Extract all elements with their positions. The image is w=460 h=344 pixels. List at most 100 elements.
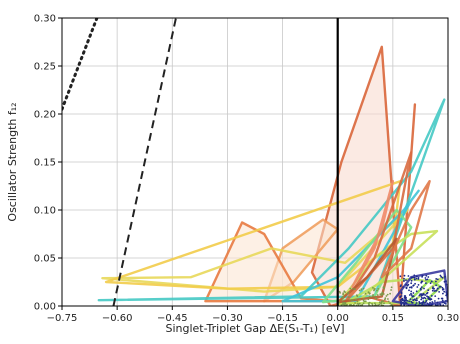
scatter-point-1-101 (380, 300, 383, 303)
scatter-point-0-50 (405, 283, 408, 286)
scatter-point-1-89 (372, 286, 374, 289)
scatter-point-0-203 (399, 296, 402, 299)
scatter-point-1-1 (385, 295, 388, 297)
reference-line-dotted (62, 18, 99, 111)
scatter-point-0-239 (433, 288, 435, 290)
scatter-point-0-58 (425, 282, 427, 285)
scatter-point-0-224 (410, 276, 413, 279)
scatter-point-1-93 (368, 301, 371, 304)
scatter-point-1-87 (342, 293, 344, 296)
scatter-point-1-44 (376, 289, 378, 292)
scatter-point-1-4 (364, 292, 367, 295)
scatter-point-0-26 (405, 302, 408, 305)
scatter-point-0-16 (407, 275, 410, 277)
scatter-point-0-210 (445, 283, 448, 286)
y-tick-label-5: 0.25 (34, 62, 56, 73)
scatter-point-0-234 (410, 292, 412, 295)
scatter-point-1-54 (380, 302, 382, 305)
scatter-point-0-235 (428, 304, 431, 306)
scatter-point-1-72 (358, 302, 361, 305)
scatter-point-0-172 (400, 300, 402, 303)
scatter-point-0-78 (420, 298, 423, 301)
scatter-point-0-150 (441, 299, 444, 302)
scatter-point-0-72 (433, 290, 436, 292)
scatter-point-1-119 (342, 302, 344, 304)
scatter-point-0-159 (426, 302, 429, 305)
scatter-point-1-65 (348, 296, 350, 298)
scatter-point-0-21 (403, 277, 405, 280)
scatter-point-1-90 (374, 288, 376, 290)
scatter-point-1-104 (375, 298, 378, 300)
scatter-point-1-21 (374, 296, 377, 299)
scatter-point-0-202 (418, 301, 421, 303)
scatter-point-0-208 (419, 287, 422, 290)
scatter-point-0-171 (426, 278, 429, 281)
y-tick-label-3: 0.15 (34, 158, 56, 169)
scatter-point-0-82 (430, 295, 433, 297)
x-tick-label-7: 0.30 (437, 313, 459, 324)
scatter-point-0-87 (436, 278, 439, 281)
scatter-point-0-29 (431, 289, 434, 292)
scatter-point-1-68 (367, 298, 370, 301)
scatter-point-0-204 (434, 300, 436, 302)
scatter-point-1-106 (387, 300, 390, 303)
scatter-point-0-195 (421, 280, 424, 283)
scatter-point-1-45 (356, 295, 359, 298)
scatter-point-0-175 (413, 276, 416, 279)
y-tick-label-4: 0.20 (34, 110, 56, 121)
scatter-point-0-95 (441, 286, 444, 289)
scatter-point-0-214 (440, 297, 443, 300)
scatter-point-0-136 (412, 292, 415, 294)
scatter-point-1-63 (344, 291, 346, 293)
scatter-point-0-152 (401, 299, 404, 302)
scatter-point-0-147 (435, 278, 438, 280)
scatter-point-1-48 (358, 289, 361, 292)
scatter-point-0-128 (437, 297, 440, 300)
scatter-point-1-46 (368, 292, 371, 295)
scatter-point-0-51 (442, 301, 444, 304)
scatter-point-0-192 (421, 301, 424, 304)
scatter-point-0-146 (417, 278, 420, 280)
y-axis-label: Oscillator Strength f₁₂ (6, 102, 19, 221)
scatter-point-0-115 (402, 286, 404, 288)
scatter-point-0-139 (415, 299, 418, 302)
scatter-point-0-184 (403, 303, 405, 306)
scatter-point-1-13 (354, 302, 356, 304)
scatter-point-0-91 (445, 293, 448, 295)
scatter-point-0-42 (409, 298, 412, 300)
scatter-point-0-151 (411, 301, 413, 304)
scatter-point-0-54 (430, 280, 433, 283)
scatter-point-1-107 (382, 300, 384, 303)
x-tick-label-2: −0.45 (157, 313, 188, 324)
scatter-point-0-109 (415, 297, 418, 300)
scatter-point-0-22 (410, 279, 413, 282)
scatter-point-0-134 (443, 290, 446, 293)
scatter-point-1-40 (350, 299, 353, 301)
scatter-point-1-39 (387, 298, 389, 300)
scatter-point-0-212 (413, 298, 416, 301)
scatter-point-0-232 (413, 274, 416, 277)
x-tick-label-0: −0.75 (47, 313, 78, 324)
scatter-point-0-30 (445, 300, 447, 302)
scatter-point-0-55 (410, 282, 413, 285)
scatter-point-0-15 (431, 301, 434, 303)
scatter-point-0-205 (400, 295, 403, 297)
scatter-point-0-225 (410, 286, 413, 289)
series-polygon-13 (351, 179, 395, 288)
scatter-point-0-49 (427, 296, 430, 298)
series-polygon-10 (343, 151, 413, 304)
scatter-point-0-231 (400, 303, 402, 305)
scatter-point-0-215 (417, 284, 420, 286)
scatter-point-0-211 (443, 302, 446, 304)
scatter-point-0-188 (414, 282, 416, 285)
scatter-point-0-104 (408, 289, 410, 292)
scatter-point-1-113 (338, 290, 341, 293)
scatter-point-1-76 (373, 289, 375, 292)
scatter-point-0-77 (400, 291, 403, 294)
scatter-point-1-52 (390, 286, 393, 289)
scatter-point-0-199 (408, 286, 411, 289)
scatter-point-1-94 (384, 297, 387, 300)
scatter-point-1-60 (362, 298, 365, 300)
series-layer (97, 45, 448, 306)
scatter-point-1-108 (371, 302, 373, 305)
